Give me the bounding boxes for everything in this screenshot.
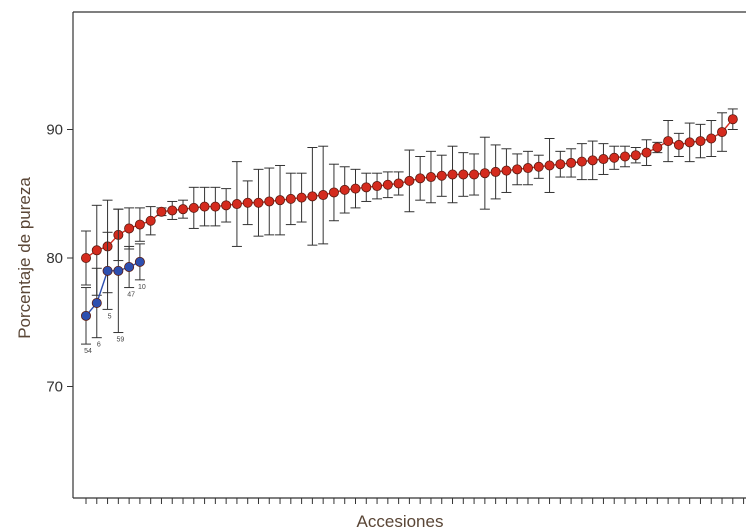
- red-series-point: [652, 142, 663, 153]
- red-series-point: [684, 137, 695, 148]
- red-series-point: [253, 197, 264, 208]
- red-series-point: [630, 150, 641, 161]
- red-series-point: [275, 195, 286, 206]
- red-series-point: [296, 192, 307, 203]
- red-series-point: [620, 151, 631, 162]
- y-tick-label: 70: [46, 379, 63, 396]
- red-series-point: [242, 197, 253, 208]
- red-series-point: [555, 159, 566, 170]
- red-series-point: [587, 155, 598, 166]
- blue-series-point-label: 10: [138, 284, 146, 291]
- red-series-point: [566, 157, 577, 168]
- red-series-point: [307, 191, 318, 202]
- red-series-point: [145, 215, 156, 226]
- red-series-point: [231, 199, 242, 210]
- red-series-point: [328, 187, 339, 198]
- red-series-point: [91, 245, 102, 256]
- blue-series-point: [134, 256, 145, 267]
- red-series-point: [512, 164, 523, 175]
- red-series-point: [706, 133, 717, 144]
- red-series-point: [124, 223, 135, 234]
- red-series-point: [350, 183, 361, 194]
- red-series-point: [717, 127, 728, 138]
- blue-series-point-label: 54: [84, 348, 92, 355]
- red-series-point: [221, 200, 232, 211]
- blue-series-point: [102, 265, 113, 276]
- red-series-point: [285, 193, 296, 204]
- red-series-point: [81, 252, 92, 263]
- red-series-point: [598, 154, 609, 165]
- red-series-point: [178, 204, 189, 215]
- red-series-point: [544, 160, 555, 171]
- blue-series-point-label: 5: [108, 313, 112, 320]
- red-series-point: [318, 190, 329, 201]
- red-series-point: [641, 147, 652, 158]
- x-axis-title: Accesiones: [357, 512, 444, 530]
- red-series-point: [436, 170, 447, 181]
- red-series-point: [415, 173, 426, 184]
- red-series-point: [339, 184, 350, 195]
- red-series-point: [727, 114, 738, 125]
- red-series-point: [533, 161, 544, 172]
- blue-series-point: [124, 261, 135, 272]
- series-red: [81, 108, 738, 296]
- axes: [72, 11, 746, 499]
- red-series-point: [199, 201, 210, 212]
- blue-series-point: [91, 297, 102, 308]
- red-series-point: [663, 136, 674, 147]
- red-series-point: [167, 205, 178, 216]
- red-series-point: [361, 182, 372, 193]
- red-series-point: [469, 169, 480, 180]
- red-series-point: [576, 156, 587, 167]
- y-tick-label: 80: [46, 250, 63, 267]
- red-series-point: [134, 219, 145, 230]
- red-series-point: [404, 175, 415, 186]
- red-series-point: [425, 172, 436, 183]
- red-series-point: [156, 206, 167, 217]
- y-axis-title: Porcentaje de pureza: [15, 177, 34, 339]
- red-series-point: [673, 139, 684, 150]
- red-series-point: [447, 169, 458, 180]
- blue-series-point: [113, 265, 124, 276]
- blue-series-point-label: 59: [116, 337, 124, 344]
- red-series-point: [490, 166, 501, 177]
- blue-series-point: [81, 310, 92, 321]
- red-series-point: [210, 201, 221, 212]
- red-series-point: [479, 168, 490, 179]
- ticks: 70 80 90: [46, 122, 745, 504]
- red-series-point: [609, 152, 620, 163]
- y-tick-label: 90: [46, 122, 63, 139]
- red-series-point: [382, 179, 393, 190]
- blue-series-point-label: 6: [97, 342, 101, 349]
- red-series-point: [501, 165, 512, 176]
- red-series-point: [188, 202, 199, 213]
- red-series-point: [264, 196, 275, 207]
- red-series-point: [695, 136, 706, 147]
- red-series-point: [393, 178, 404, 189]
- red-series-point: [372, 181, 383, 192]
- red-series-point: [458, 169, 469, 180]
- red-series-point: [522, 163, 533, 174]
- blue-series-point-label: 47: [127, 292, 135, 299]
